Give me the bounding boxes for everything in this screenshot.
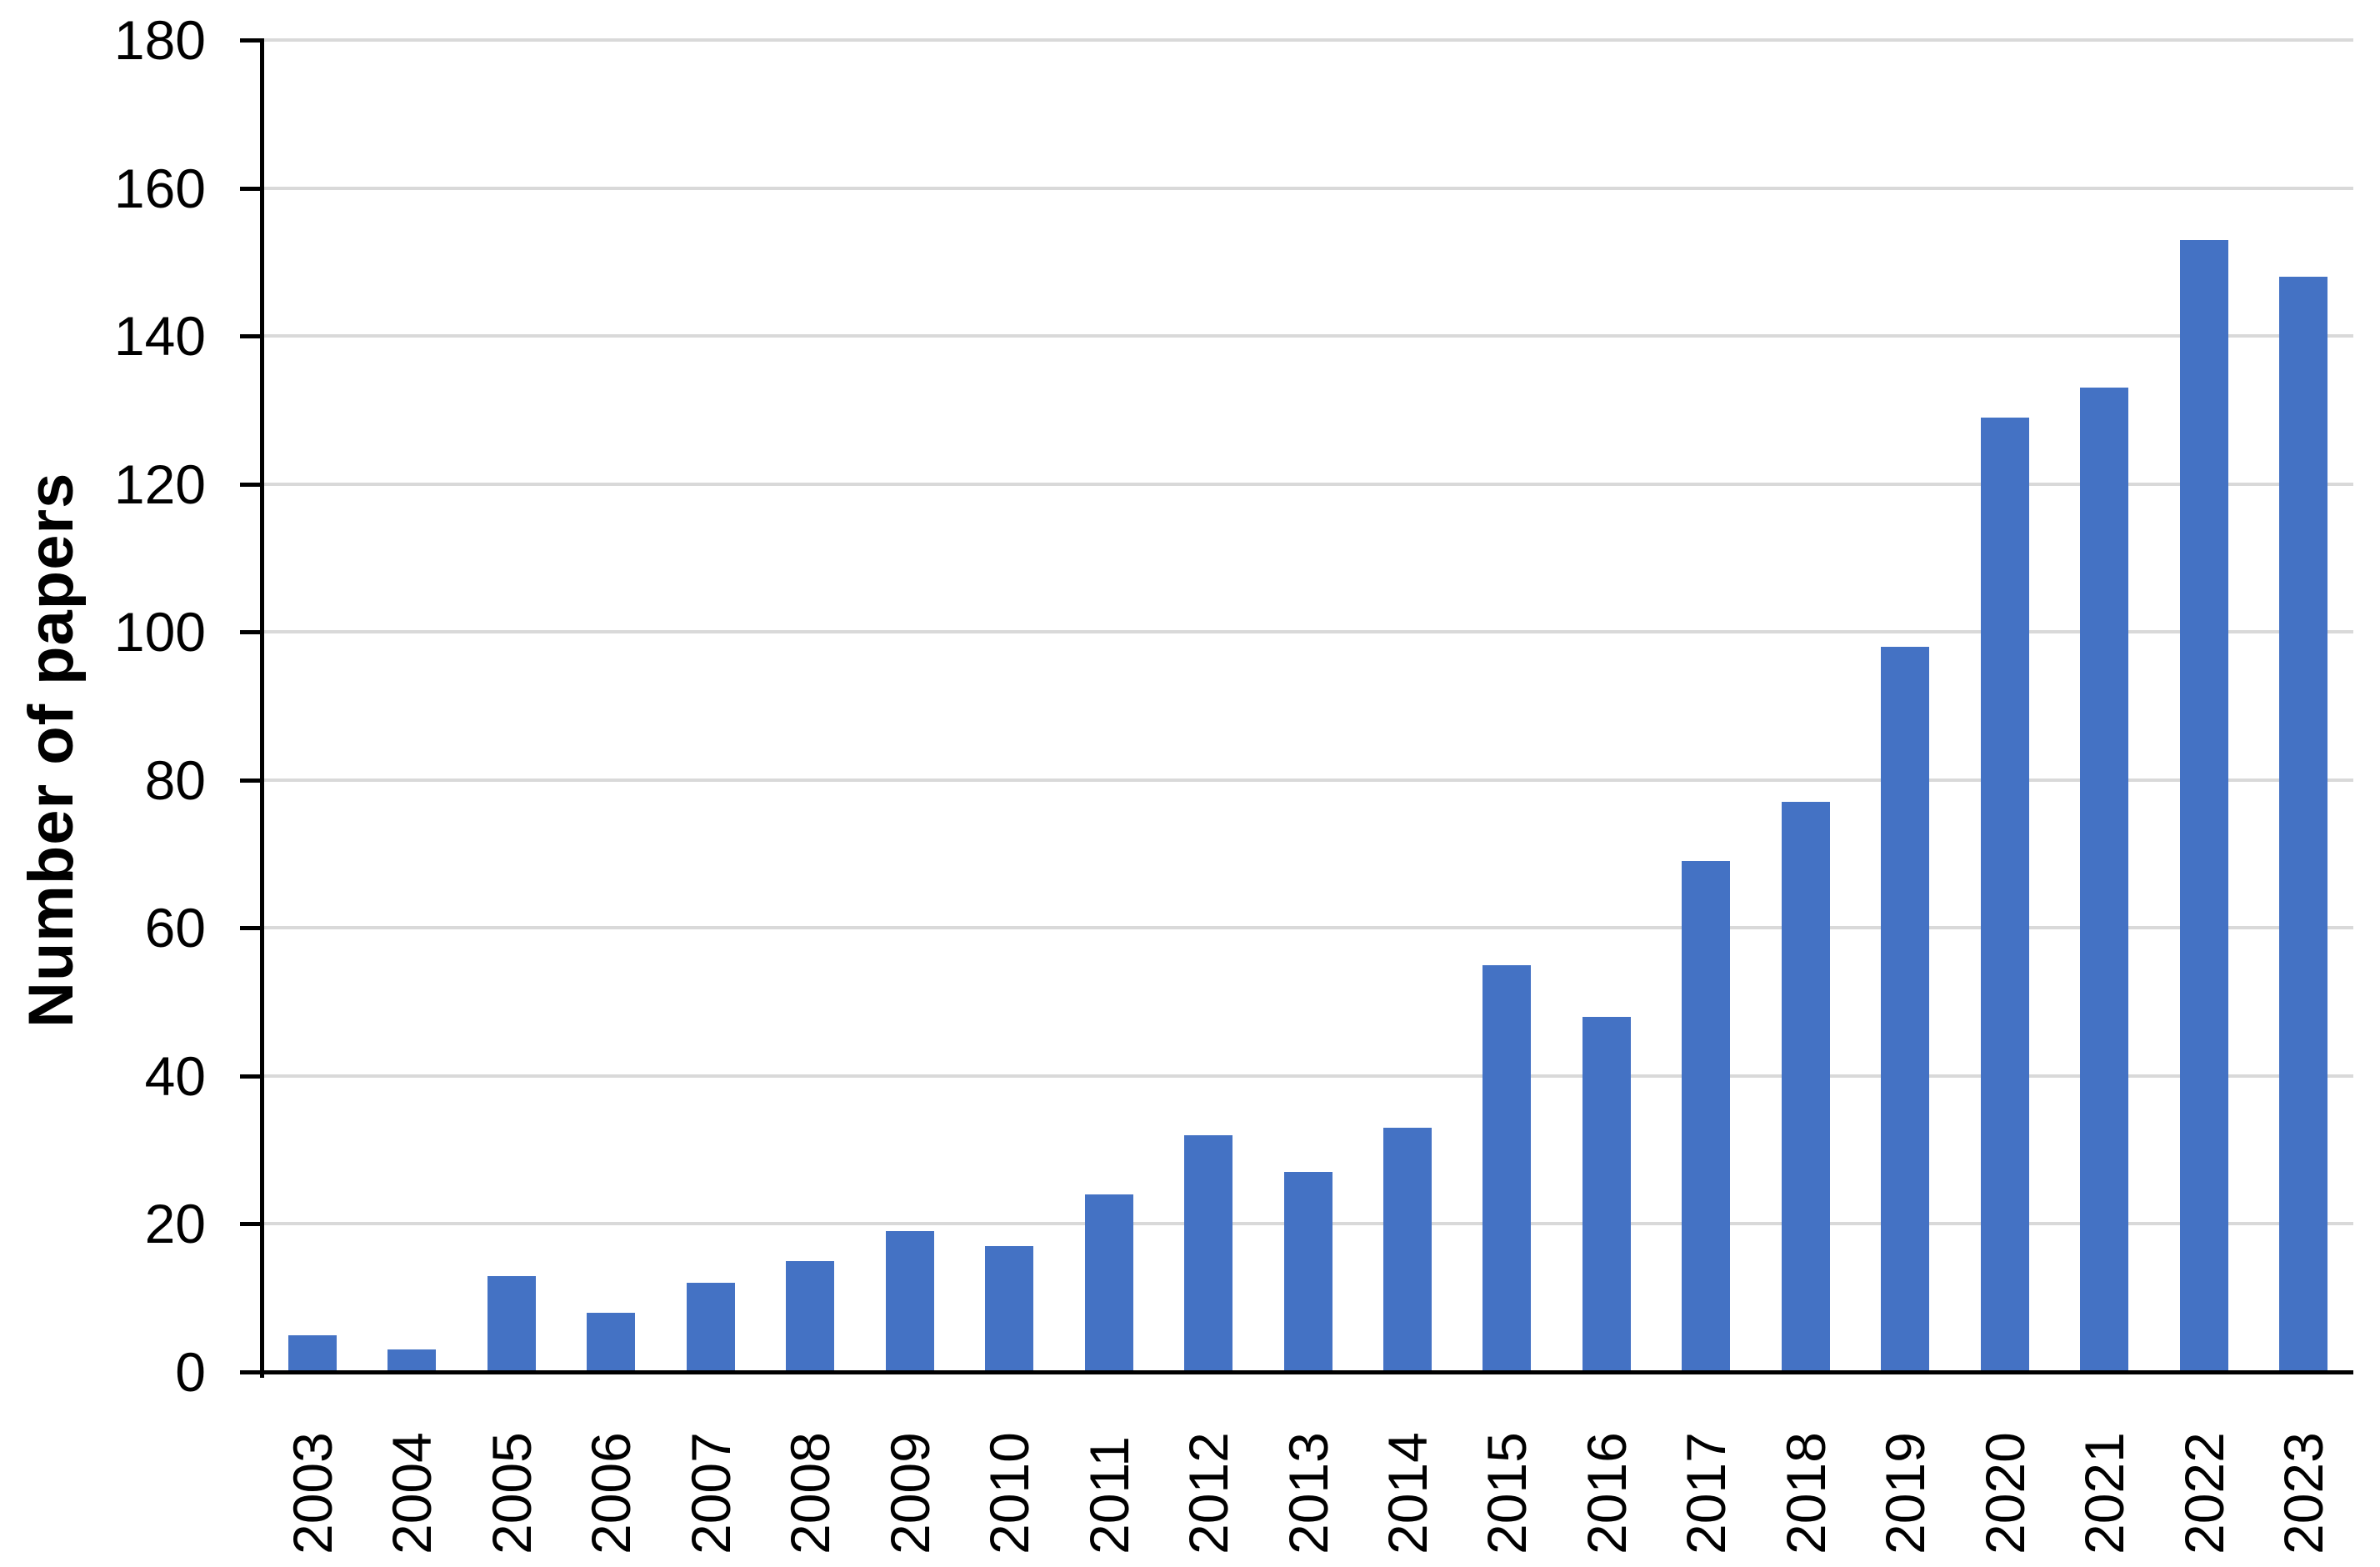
x-axis-label-2016: 2016	[1575, 1432, 1638, 1554]
x-axis-label-2019: 2019	[1874, 1432, 1937, 1554]
bar-2016	[1582, 1016, 1631, 1372]
gridline-80	[262, 778, 2353, 782]
x-axis-label-2014: 2014	[1376, 1432, 1438, 1554]
x-axis-label-2009: 2009	[878, 1432, 941, 1554]
x-axis-label-2010: 2010	[978, 1432, 1041, 1554]
y-axis-tick-20	[240, 1222, 262, 1227]
x-axis-label-2006: 2006	[580, 1432, 642, 1554]
bar-2009	[885, 1231, 934, 1372]
y-axis-tick-100	[240, 630, 262, 635]
x-axis-label-2005: 2005	[480, 1432, 542, 1554]
x-axis-label-2023: 2023	[2272, 1432, 2335, 1554]
gridline-60	[262, 926, 2353, 930]
y-axis-tick-120	[240, 482, 262, 487]
y-axis-tick-label-180: 180	[113, 9, 206, 71]
y-axis-tick-label-0: 0	[175, 1341, 206, 1403]
x-axis-label-2007: 2007	[679, 1432, 742, 1554]
y-axis-tick-80	[240, 778, 262, 783]
y-axis-tick-180	[240, 38, 262, 43]
gridline-40	[262, 1074, 2353, 1078]
y-axis-tick-label-40: 40	[144, 1044, 206, 1107]
bar-2007	[686, 1283, 735, 1372]
x-axis-label-2012: 2012	[1178, 1432, 1240, 1554]
bar-2017	[1682, 861, 1731, 1372]
bar-2011	[1084, 1194, 1133, 1372]
bar-2012	[1184, 1134, 1233, 1372]
x-axis-line	[240, 1370, 2353, 1374]
y-axis-tick-40	[240, 1074, 262, 1079]
x-axis-label-2003: 2003	[281, 1432, 343, 1554]
x-axis-label-2013: 2013	[1277, 1432, 1339, 1554]
x-axis-label-2021: 2021	[2073, 1432, 2136, 1554]
bar-2005	[487, 1275, 536, 1372]
x-axis-label-2004: 2004	[381, 1432, 443, 1554]
y-axis-line	[260, 38, 264, 1378]
bar-2022	[2179, 239, 2228, 1372]
x-axis-label-2015: 2015	[1476, 1432, 1538, 1554]
x-axis-label-2022: 2022	[2172, 1432, 2235, 1554]
gridline-120	[262, 482, 2353, 486]
gridline-100	[262, 630, 2353, 634]
bar-2010	[985, 1246, 1034, 1372]
y-axis-tick-160	[240, 186, 262, 191]
bar-2006	[587, 1312, 636, 1372]
y-axis-tick-label-80: 80	[144, 748, 206, 811]
y-axis-tick-label-120: 120	[113, 453, 206, 515]
gridline-180	[262, 38, 2353, 42]
x-axis-label-2020: 2020	[1973, 1432, 2036, 1554]
bar-2004	[388, 1349, 437, 1372]
y-axis-tick-label-60: 60	[144, 897, 206, 959]
x-axis-label-2018: 2018	[1774, 1432, 1837, 1554]
x-axis-label-2017: 2017	[1675, 1432, 1738, 1554]
gridline-160	[262, 186, 2353, 190]
x-axis-label-2008: 2008	[779, 1432, 842, 1554]
bar-2023	[2279, 277, 2328, 1372]
bar-2003	[288, 1334, 337, 1372]
y-axis-tick-label-100: 100	[113, 601, 206, 663]
gridline-140	[262, 334, 2353, 338]
bar-2020	[1980, 417, 2029, 1372]
y-axis-tick-label-160: 160	[113, 157, 206, 219]
y-axis-tick-label-140: 140	[113, 305, 206, 368]
y-axis-tick-140	[240, 334, 262, 339]
y-axis-tick-60	[240, 926, 262, 931]
bar-2013	[1283, 1172, 1332, 1372]
bar-2021	[2080, 388, 2129, 1372]
bar-2018	[1781, 802, 1830, 1372]
bar-2019	[1881, 646, 1930, 1372]
bar-2014	[1382, 1128, 1432, 1372]
bar-2008	[786, 1260, 835, 1372]
bar-2015	[1482, 964, 1532, 1372]
x-axis-label-2011: 2011	[1078, 1436, 1140, 1554]
y-axis-tick-label-20: 20	[144, 1193, 206, 1255]
